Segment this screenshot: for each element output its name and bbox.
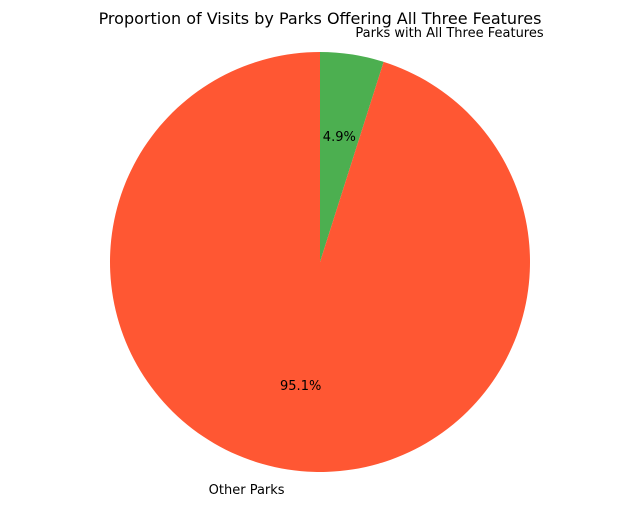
pct-label-other-parks: 95.1% (280, 379, 321, 394)
pie-slice-parks-with-all-three-features (320, 52, 384, 262)
slice-label-other-parks: Other Parks (209, 483, 285, 498)
pie-slices (110, 52, 531, 472)
chart-title: Proportion of Visits by Parks Offering A… (99, 9, 542, 28)
pie-labels: 4.9% Parks with All Three Features 95.1% Ot… (209, 26, 544, 498)
pct-label-parks-with-all-three-features: 4.9% (323, 130, 356, 145)
slice-label-parks-with-all-three-features: Parks with All Three Features (355, 26, 543, 41)
pie-slice-other-parks (110, 52, 531, 472)
